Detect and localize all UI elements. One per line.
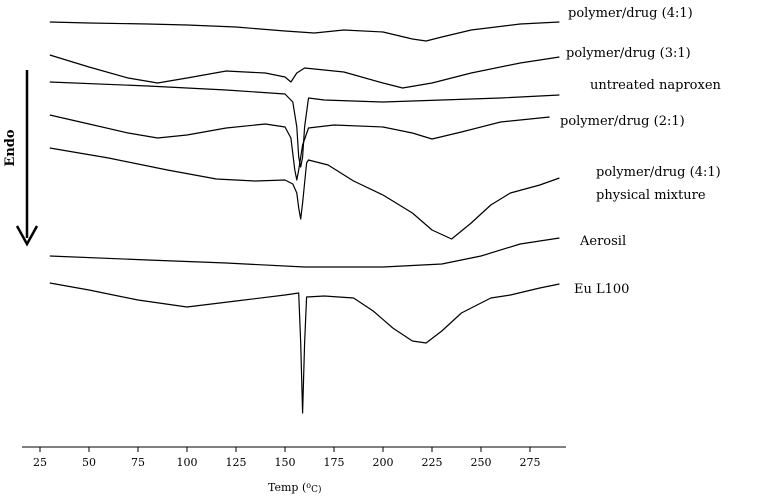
x-tick-label: 25 [33,456,47,469]
series-curve [49,114,550,181]
series-labels-group: polymer/drug (4:1) polymer/drug (3:1) untr… [560,6,722,297]
series-label: physical mixture [596,188,706,203]
x-axis-title: Temp (oC) [268,481,322,495]
x-tick-label: 175 [324,456,345,469]
series-curve [49,282,560,414]
x-tick-label: 75 [131,456,145,469]
x-axis-title-main: Temp ( [268,481,306,494]
series-label: untreated naproxen [590,78,722,93]
x-axis: 25 50 75 100 125 150 175 200 225 250 275 [22,446,566,469]
series-curve [49,21,560,42]
x-tick-label: 125 [226,456,247,469]
series-curve [49,147,560,240]
series-label: Eu L100 [574,282,629,297]
y-axis-title-endo: Endo [3,129,18,166]
series-label: polymer/drug (2:1) [560,114,685,129]
x-tick-label: 100 [177,456,198,469]
series-label: polymer/drug (4:1) [568,6,693,21]
x-axis-title-unit: C) [311,484,321,495]
x-tick-label: 200 [373,456,394,469]
x-ticks-group: 25 50 75 100 125 150 175 200 225 250 275 [33,447,541,469]
curves-group [49,21,560,414]
endo-arrow [15,70,39,247]
series-label: polymer/drug (3:1) [566,46,691,61]
x-tick-label: 250 [471,456,492,469]
x-tick-label: 225 [422,456,443,469]
x-tick-label: 150 [275,456,296,469]
series-label: Aerosil [579,234,626,249]
series-label: polymer/drug (4:1) [596,165,721,180]
x-axis-title-superscript: o [306,481,311,490]
series-curve [49,237,560,268]
x-tick-label: 50 [82,456,96,469]
x-tick-label: 275 [520,456,541,469]
endo-arrow-head [15,225,39,247]
series-curve [49,54,560,89]
series-curve [49,81,560,168]
